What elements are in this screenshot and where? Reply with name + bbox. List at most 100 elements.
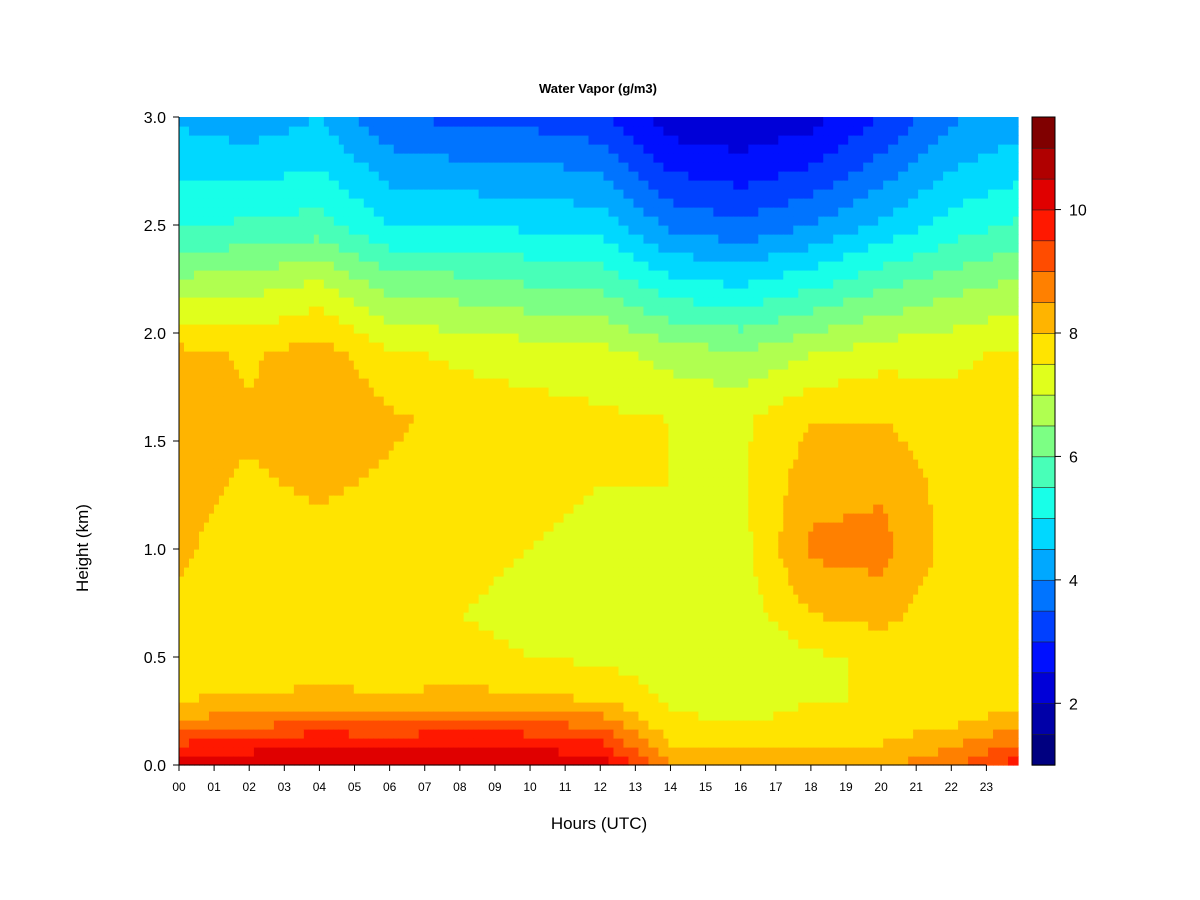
heatmap-cell [258, 261, 265, 271]
heatmap-cell [323, 261, 330, 271]
heatmap-cell [523, 648, 530, 658]
heatmap-cell [328, 477, 335, 487]
heatmap-cell [213, 279, 220, 289]
heatmap-cell [438, 189, 445, 199]
heatmap-cell [383, 441, 390, 451]
heatmap-cell [188, 279, 195, 289]
heatmap-cell [518, 612, 525, 622]
heatmap-cell [268, 702, 275, 712]
heatmap-cell [353, 666, 360, 676]
heatmap-cell [338, 675, 345, 685]
heatmap-cell [353, 342, 360, 352]
heatmap-cell [388, 360, 395, 370]
heatmap-cell [328, 360, 335, 370]
heatmap-cell [198, 207, 205, 217]
heatmap-cell [183, 333, 190, 343]
heatmap-cell [278, 369, 285, 379]
heatmap-cell [328, 153, 335, 163]
heatmap-cell [503, 711, 510, 721]
heatmap-cell [423, 189, 430, 199]
heatmap-cell [198, 234, 205, 244]
heatmap-cell [268, 576, 275, 586]
heatmap-cell [293, 342, 300, 352]
heatmap-cell [179, 702, 185, 712]
heatmap-cell [253, 405, 260, 415]
heatmap-cell [318, 513, 325, 523]
heatmap-cell [438, 459, 445, 469]
heatmap-cell [383, 567, 390, 577]
heatmap-cell [293, 396, 300, 406]
heatmap-cell [203, 297, 210, 307]
heatmap-cell [273, 576, 280, 586]
heatmap-cell [383, 468, 390, 478]
heatmap-cell [428, 117, 435, 127]
heatmap-cell [358, 153, 365, 163]
heatmap-cell [188, 180, 195, 190]
heatmap-cell [353, 450, 360, 460]
heatmap-cell [193, 495, 200, 505]
heatmap-cell [498, 297, 505, 307]
heatmap-cell [488, 423, 495, 433]
heatmap-cell [373, 576, 380, 586]
heatmap-cell [353, 189, 360, 199]
heatmap-cell [508, 558, 515, 568]
heatmap-cell [343, 468, 350, 478]
heatmap-cell [493, 171, 500, 181]
heatmap-cell [233, 288, 240, 298]
heatmap-cell [298, 747, 305, 757]
heatmap-cell [513, 117, 520, 127]
heatmap-cell [453, 603, 460, 613]
heatmap-cell [238, 198, 245, 208]
heatmap-cell [498, 585, 505, 595]
heatmap-cell [308, 513, 315, 523]
heatmap-cell [413, 567, 420, 577]
heatmap-cell [348, 621, 355, 631]
heatmap-cell [448, 405, 455, 415]
heatmap-cell [179, 648, 185, 658]
heatmap-cell [468, 639, 475, 649]
heatmap-cell [353, 693, 360, 703]
heatmap-cell [293, 450, 300, 460]
heatmap-cell [383, 648, 390, 658]
heatmap-cell [413, 360, 420, 370]
heatmap-cell [513, 234, 520, 244]
heatmap-cell [478, 153, 485, 163]
heatmap-cell [453, 306, 460, 316]
heatmap-cell [188, 216, 195, 226]
heatmap-cell [268, 216, 275, 226]
heatmap-cell [298, 180, 305, 190]
heatmap-cell [403, 252, 410, 262]
heatmap-cell [378, 567, 385, 577]
heatmap-cell [179, 594, 185, 604]
heatmap-cell [248, 387, 255, 397]
heatmap-cell [258, 450, 265, 460]
heatmap-cell [308, 738, 315, 748]
heatmap-cell [208, 477, 215, 487]
heatmap-cell [283, 495, 290, 505]
heatmap-cell [258, 117, 265, 127]
heatmap-cell [468, 468, 475, 478]
heatmap-cell [403, 756, 410, 766]
heatmap-cell [468, 576, 475, 586]
heatmap-cell [448, 180, 455, 190]
heatmap-cell [398, 612, 405, 622]
heatmap-cell [473, 756, 480, 766]
heatmap-cell [208, 279, 215, 289]
heatmap-cell [218, 144, 225, 154]
heatmap-cell [333, 585, 340, 595]
heatmap-cell [403, 351, 410, 361]
heatmap-cell [208, 576, 215, 586]
heatmap-cell [398, 387, 405, 397]
heatmap-cell [333, 558, 340, 568]
heatmap-cell [328, 369, 335, 379]
heatmap-cell [348, 369, 355, 379]
heatmap-cell [433, 441, 440, 451]
heatmap-cell [308, 261, 315, 271]
heatmap-cell [453, 576, 460, 586]
heatmap-cell [378, 756, 385, 766]
heatmap-cell [408, 252, 415, 262]
heatmap-cell [378, 702, 385, 712]
heatmap-cell [283, 747, 290, 757]
heatmap-cell [408, 198, 415, 208]
heatmap-cell [388, 567, 395, 577]
